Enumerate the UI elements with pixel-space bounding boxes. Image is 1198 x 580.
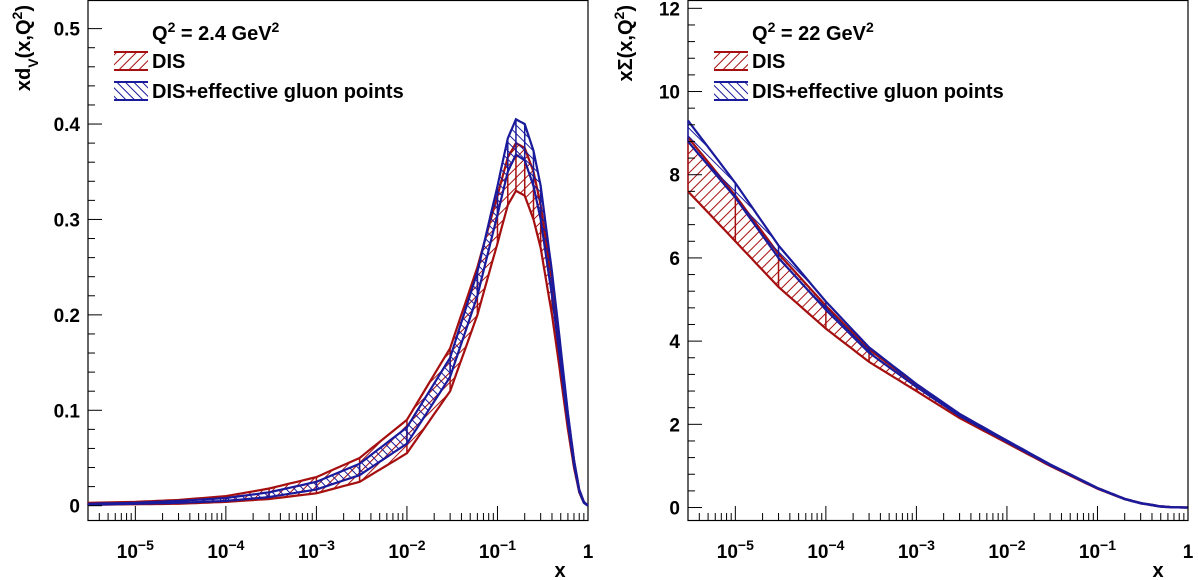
x-tick-label: 10−3 [298,537,335,563]
x-tick-label: 10−2 [988,537,1025,563]
x-tick-label-part: −4 [828,537,844,553]
q2-annotation-part: Q [752,23,768,45]
legend-entry: DIS [152,51,185,73]
x-tick-label-part: −1 [500,537,516,553]
series-upper-edge [687,136,1188,509]
q2-annotation-part: = 2.4 GeV [175,23,272,45]
x-tick-label-part: 10 [207,542,228,563]
x-tick-label: 10−2 [388,537,425,563]
y-tick-label: 0.5 [54,20,81,41]
y-axis-label-part: xd [13,68,35,91]
series-band [688,120,1188,508]
q2-annotation-part: 2 [866,19,874,35]
legend-swatch [114,82,148,100]
x-tick-label-part: −5 [138,537,154,553]
series-dis [687,136,1188,509]
x-tick-label-part: −2 [1010,537,1026,553]
x-tick-label-part: 10 [298,542,319,563]
q2-annotation-part: 2 [168,19,176,35]
series-dis-plus-gluon [87,117,589,507]
y-tick-label: 8 [669,166,680,187]
x-tick-label-part: −2 [410,537,426,553]
series-upper-edge [687,119,1188,509]
series-upper-edge [87,117,589,507]
series-lower-edge [87,153,589,507]
x-tick-label: 1 [583,542,594,563]
x-tick-label-part: 10 [479,542,500,563]
y-tick-label: 0 [669,499,680,520]
series-dis-plus-gluon [687,119,1188,509]
y-tick-label: 6 [669,249,680,270]
q2-annotation-part: = 22 GeV [775,23,866,45]
x-tick-label: 10−4 [807,537,844,563]
y-tick-label: 0.3 [54,210,80,231]
x-tick-label-part: −3 [319,537,335,553]
x-tick-label-part: 1 [1183,542,1194,563]
q2-annotation: Q2 = 2.4 GeV2 [152,19,280,45]
legend-swatch [714,52,748,70]
y-axis-label-part: (x,Q [615,19,637,58]
x-tick-label-part: 10 [898,542,919,563]
y-axis-label-part: ) [615,5,637,12]
series-lower-edge [88,189,589,507]
x-axis-label: x [554,560,565,580]
x-tick-label-part: 10 [988,542,1009,563]
x-tick-label-part: 10 [388,542,409,563]
legend-entry: DIS+effective gluon points [752,81,1004,103]
x-tick-label: 10−1 [479,537,516,563]
x-tick-label: 10−1 [1079,537,1116,563]
legend-entry: DIS [752,51,785,73]
q2-annotation-part: Q [152,23,168,45]
x-tick-label-part: −4 [228,537,244,553]
x-tick-label: 10−5 [717,537,754,563]
y-tick-label: 0.4 [54,115,81,136]
y-axis-label-part: V [25,58,41,68]
chart-panel-left: 00.10.20.30.40.510−5 10−4 10−3 10−2 10−1 1xdV… [9,0,594,563]
series-lower-edge [687,140,1188,509]
y-axis-label: xΣ(x,Q2) [611,5,637,82]
plot-frame [687,0,1189,522]
series-band [688,137,1188,508]
y-axis-label-part: (x,Q [13,19,35,58]
x-tick-label: 10−4 [207,537,244,563]
legend-swatch [114,52,148,70]
y-axis-label-part: ) [13,5,35,12]
x-tick-label-part: −3 [919,537,935,553]
x-tick-label: 10−3 [898,537,935,563]
x-tick-label-part: 10 [1079,542,1100,563]
x-tick-label-part: 10 [717,542,738,563]
x-tick-label: 10−5 [117,537,154,563]
y-tick-label: 0.1 [54,401,81,422]
legend-swatch [714,82,748,100]
y-axis-label-part: 2 [611,11,627,19]
q2-annotation-part: 2 [272,19,280,35]
y-axis-label: xdV(x,Q2) [9,5,41,91]
x-tick-label-part: −1 [1100,537,1116,553]
x-tick-label-part: 1 [583,542,594,563]
y-tick-label: 2 [669,415,680,436]
plot-frame [87,0,589,522]
x-tick-label: 1 [1183,542,1194,563]
x-tick-label-part: 10 [807,542,828,563]
x-axis-label: x [1152,560,1163,580]
y-tick-label: 0.2 [54,306,80,327]
x-tick-label-part: 10 [117,542,138,563]
legend: DIS DIS+effective gluon points [114,51,404,103]
q2-annotation-part: 2 [768,19,776,35]
y-tick-label: 12 [659,0,680,20]
series-dis [87,141,589,507]
y-axis-label-part: xΣ [615,58,637,81]
x-tick-label-part: −5 [738,537,754,553]
legend-entry: DIS+effective gluon points [152,81,404,103]
y-tick-label: 0 [69,497,80,518]
y-tick-label: 4 [669,332,680,353]
y-axis-label-part: 2 [9,11,25,19]
y-tick-label: 10 [659,83,680,104]
q2-annotation: Q2 = 22 GeV2 [752,19,874,45]
legend: DIS DIS+effective gluon points [714,51,1004,103]
